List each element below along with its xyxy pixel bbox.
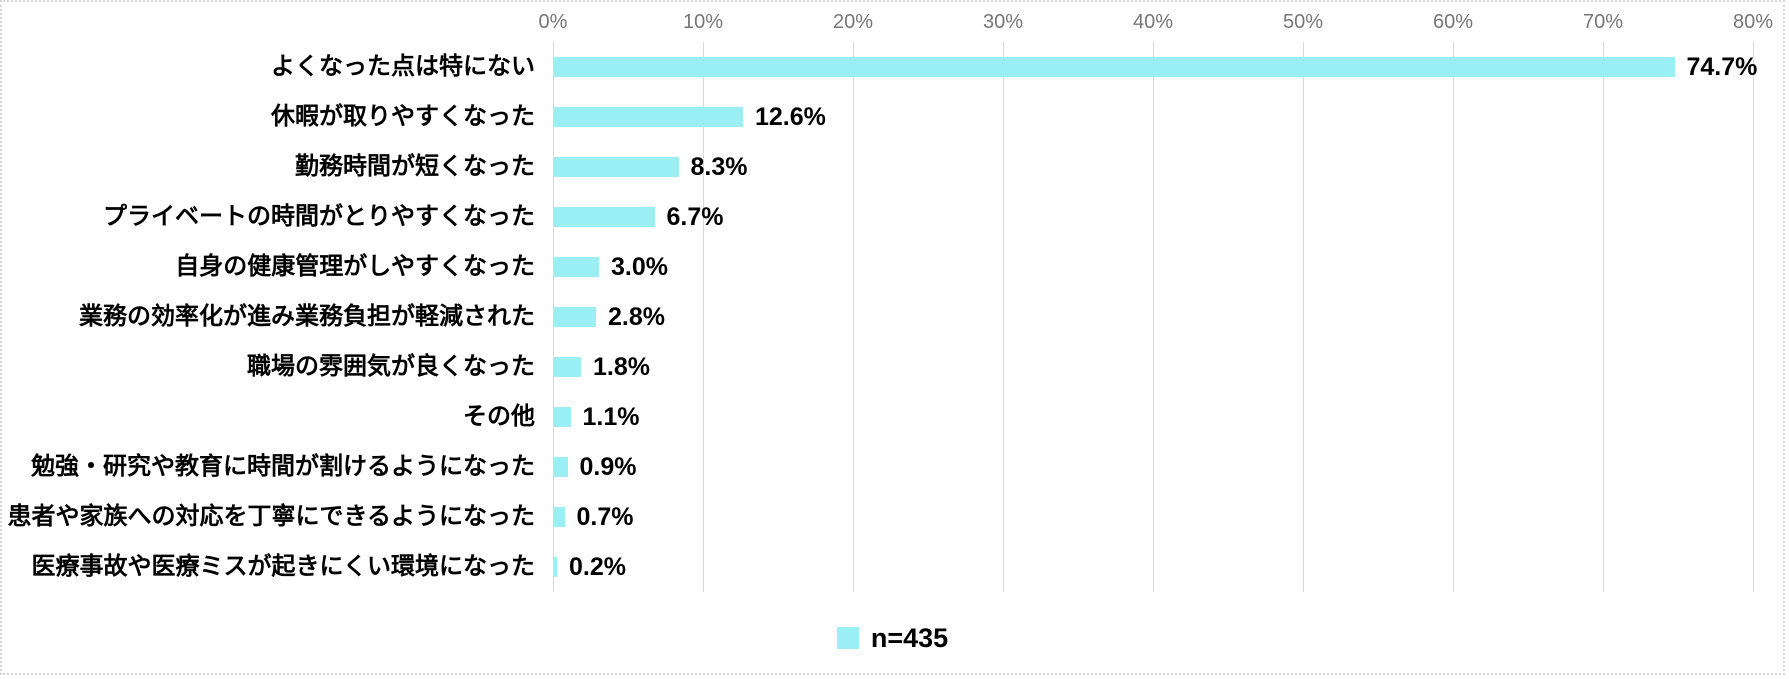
x-axis-tick-label: 10% — [682, 11, 724, 33]
bar — [554, 257, 599, 277]
gridline — [853, 42, 854, 592]
category-label: その他 — [463, 403, 535, 430]
x-axis-tick-label: 60% — [1432, 11, 1474, 33]
category-label: 業務の効率化が進み業務負担が軽減された — [79, 303, 535, 330]
legend-swatch — [836, 627, 859, 649]
x-axis-tick-label: 40% — [1132, 11, 1174, 33]
bar — [554, 107, 743, 127]
category-label: よくなった点は特にない — [271, 53, 535, 80]
x-axis-tick-label: 80% — [1732, 11, 1774, 33]
bar — [554, 307, 596, 327]
x-axis-tick-label: 0% — [538, 11, 568, 33]
bar — [554, 157, 679, 177]
category-label: 医療事故や医療ミスが起きにくい環境になった — [31, 553, 535, 580]
gridline — [1303, 42, 1304, 592]
bar — [554, 407, 571, 427]
gridline — [1753, 42, 1754, 592]
category-label: 勉強・研究や教育に時間が割けるようになった — [31, 453, 535, 480]
legend-label: n=435 — [870, 622, 949, 653]
bar — [554, 207, 655, 227]
x-axis-tick-label: 50% — [1282, 11, 1324, 33]
gridline — [1453, 42, 1454, 592]
bar — [554, 507, 565, 527]
x-axis-tick-label: 20% — [832, 11, 874, 33]
category-label: 勤務時間が短くなった — [295, 153, 535, 180]
gridline — [553, 42, 554, 592]
category-label: 休暇が取りやすくなった — [271, 103, 535, 130]
category-label: 患者や家族への対応を丁寧にできるようになった — [7, 503, 535, 530]
category-label: 職場の雰囲気が良くなった — [247, 353, 535, 380]
x-axis-tick-label: 30% — [982, 11, 1024, 33]
category-label: 自身の健康管理がしやすくなった — [175, 253, 535, 280]
value-label: 6.7% — [666, 203, 724, 231]
gridline — [703, 42, 704, 592]
category-label: プライベートの時間がとりやすくなった — [103, 203, 535, 230]
gridline — [1153, 42, 1154, 592]
bar — [554, 357, 581, 377]
value-label: 3.0% — [611, 253, 668, 281]
value-label: 2.8% — [608, 303, 665, 331]
bar — [554, 57, 1675, 77]
value-label: 8.3% — [690, 153, 748, 181]
bar — [554, 457, 568, 477]
value-label: 1.1% — [582, 403, 640, 431]
value-label: 0.2% — [569, 553, 626, 581]
x-axis-tick-label: 70% — [1582, 11, 1624, 33]
value-label: 12.6% — [755, 103, 826, 131]
legend: n=435 — [2, 620, 1783, 656]
value-label: 0.9% — [579, 453, 637, 481]
value-label: 74.7% — [1686, 53, 1758, 81]
gridline — [1003, 42, 1004, 592]
bar — [554, 557, 557, 577]
value-label: 1.8% — [593, 353, 650, 381]
value-label: 0.7% — [576, 503, 634, 531]
gridline — [1603, 42, 1604, 592]
